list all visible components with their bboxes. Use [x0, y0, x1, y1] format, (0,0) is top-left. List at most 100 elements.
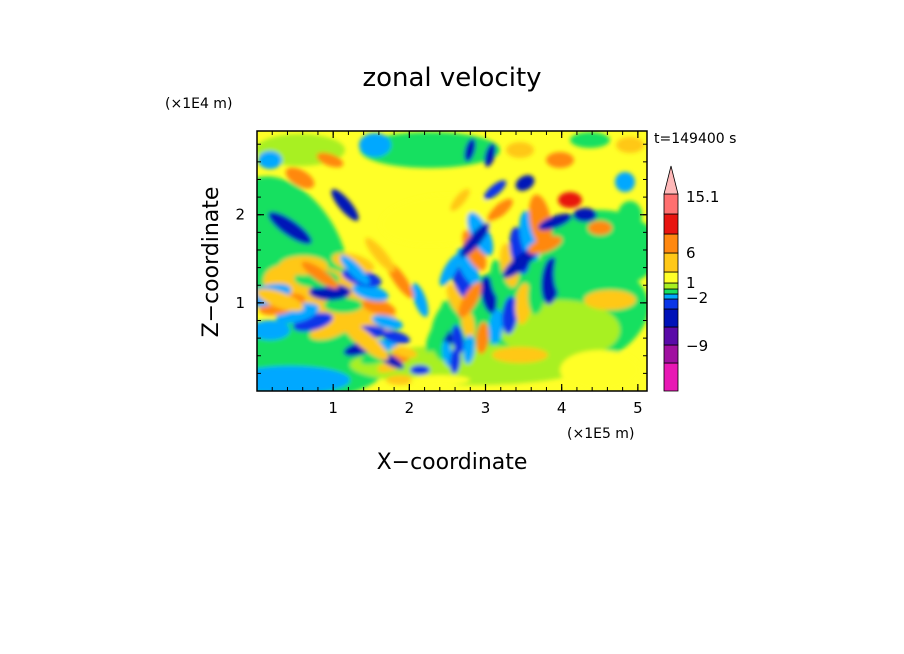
- colorbar-tick-label: 15.1: [686, 188, 719, 206]
- colorbar-tick-label: −9: [686, 337, 708, 355]
- x-tick-label: 4: [557, 399, 567, 417]
- field-feature-blue: [483, 180, 507, 200]
- field-feature-green: [618, 201, 642, 229]
- field-feature-yellow: [410, 375, 470, 385]
- field-feature-cyan: [411, 282, 429, 318]
- colorbar-tick-label: 6: [686, 244, 696, 262]
- field-feature-blue: [537, 213, 573, 231]
- field-wave-cell: [391, 345, 418, 358]
- colorbar-band: [663, 344, 679, 364]
- field-feature-orange: [386, 375, 414, 385]
- field-feature-orange: [487, 198, 513, 222]
- field-feature-cyan: [359, 133, 391, 157]
- field-feature-orange: [546, 152, 574, 168]
- field-feature-blue: [502, 247, 538, 279]
- field-feature-cyan: [258, 151, 282, 169]
- y-tick-label: 1: [235, 294, 245, 312]
- field-feature-orange: [257, 288, 304, 312]
- field-feature-orange: [285, 167, 315, 189]
- field-wave-cell: [463, 335, 475, 364]
- field-wave-cell: [528, 194, 552, 248]
- field-region-cyan: [257, 366, 350, 391]
- field-feature-blue: [410, 365, 430, 375]
- x-tick-label: 1: [328, 399, 338, 417]
- colorbar-tick-label: −2: [686, 289, 708, 307]
- colorbar-band: [663, 213, 679, 235]
- field-feature-green: [258, 343, 302, 357]
- colorbar-band: [663, 308, 679, 328]
- x-tick-label: 3: [481, 399, 491, 417]
- field-feature-blue: [268, 211, 312, 245]
- field-wave-cell: [476, 322, 489, 355]
- field-feature-green: [570, 132, 610, 148]
- y-axis: 12: [235, 143, 647, 374]
- colorbar-band: [663, 362, 679, 392]
- field-wave-cell: [451, 324, 465, 354]
- colorbar-tick-label: 1: [686, 274, 696, 292]
- field-wave-cell: [381, 330, 411, 344]
- field-wave-cell: [456, 247, 480, 286]
- field-feature-orange: [527, 235, 563, 255]
- field-wave-cell: [361, 299, 396, 316]
- field-feature-orange: [584, 290, 636, 310]
- y-axis-label: Z−coordinate: [199, 187, 224, 338]
- field-feature-orange: [316, 152, 344, 168]
- colorbar-extend-arrow: [663, 165, 679, 195]
- colorbar-band: [663, 298, 679, 310]
- field-wave-cell: [323, 297, 363, 313]
- colorbar-band: [663, 288, 679, 295]
- x-tick-label: 2: [405, 399, 415, 417]
- field-feature-blue: [573, 208, 597, 222]
- field-wave-cell: [554, 244, 575, 295]
- field-wave-cell: [351, 283, 389, 302]
- x-scale-label: (×1E5 m): [567, 426, 634, 442]
- colorbar-band: [663, 271, 679, 284]
- field-feature-blue: [464, 138, 476, 162]
- colorbar-band: [663, 252, 679, 273]
- field-wave-cell: [308, 283, 352, 301]
- colorbar-band: [663, 282, 679, 290]
- colorbar-band: [663, 326, 679, 346]
- field-wave-cell: [515, 283, 532, 325]
- field-wave-cell: [450, 347, 461, 374]
- colorbar-band: [663, 293, 679, 300]
- field-feature-orange: [616, 137, 644, 153]
- field-feature-blue: [331, 189, 359, 221]
- field-region-cyan: [257, 320, 290, 340]
- time-label: t=149400 s: [654, 131, 736, 147]
- contour-field: [257, 132, 647, 391]
- plot-frame: [256, 130, 648, 392]
- y-scale-label: (×1E4 m): [165, 96, 232, 112]
- field-feature-green: [425, 307, 455, 353]
- x-tick-label: 5: [633, 399, 643, 417]
- field-feature-orange: [492, 347, 548, 363]
- field-feature-orange: [506, 142, 534, 158]
- plot-area: [257, 131, 647, 391]
- field-region-yellow: [560, 350, 640, 390]
- x-axis: 1 2 3 4 5: [271, 131, 643, 417]
- field-feature-cyan: [615, 172, 635, 192]
- field-feature-orange: [458, 282, 482, 318]
- field-feature-red: [558, 192, 582, 208]
- field-feature-cyan: [340, 255, 370, 285]
- field-feature-orange: [365, 237, 395, 273]
- field-feature-orange: [301, 261, 339, 289]
- field-feature-orange: [588, 221, 612, 235]
- field-feature-orange: [341, 319, 389, 361]
- chart-title: zonal velocity: [362, 63, 541, 93]
- field-feature-blue: [484, 143, 496, 167]
- field-feature-orange: [450, 188, 470, 212]
- colorbar: 15.1 6 1−2 −9: [663, 165, 719, 392]
- colorbar-band: [663, 193, 679, 215]
- field-region-lime: [500, 300, 620, 360]
- field-wave-cell: [502, 296, 518, 335]
- field-wave-cell: [371, 314, 403, 330]
- field-feature-blue: [515, 175, 535, 191]
- field-wave-cell: [489, 309, 504, 345]
- x-axis-label: X−coordinate: [377, 450, 528, 475]
- field-feature-blue: [460, 222, 490, 258]
- colorbar-band: [663, 233, 679, 254]
- field-feature-cyan: [439, 254, 461, 286]
- y-tick-label: 2: [235, 206, 245, 224]
